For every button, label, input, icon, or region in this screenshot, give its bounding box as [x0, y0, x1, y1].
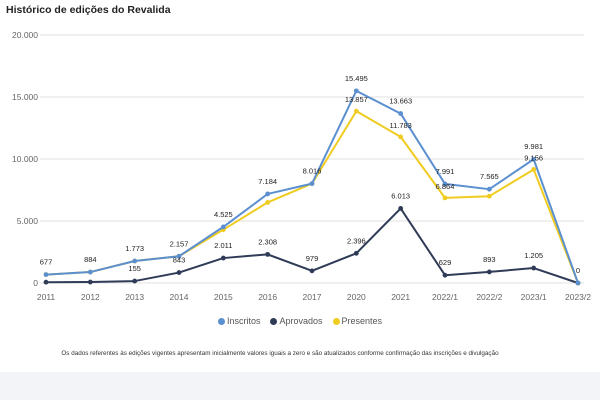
- x-tick-label: 2011: [37, 292, 56, 302]
- data-point-presentes: [531, 167, 537, 172]
- x-tick-label: 2013: [125, 292, 144, 302]
- y-tick-label: 0: [33, 278, 38, 288]
- data-point-presentes: [265, 200, 271, 205]
- data-label-inscritos: 0: [576, 266, 580, 275]
- data-point-aprovados: [398, 206, 404, 211]
- y-tick-label: 5.000: [17, 216, 39, 226]
- data-label-aprovados: 629: [439, 258, 452, 267]
- data-label-inscritos: 4.525: [214, 210, 233, 219]
- x-tick-label: 2015: [214, 292, 233, 302]
- legend-label: Inscritos: [226, 316, 261, 326]
- data-point-inscritos: [87, 269, 93, 275]
- y-tick-label: 20.000: [12, 30, 38, 40]
- data-point-aprovados: [176, 270, 182, 275]
- data-label-inscritos: 2.157: [170, 239, 189, 248]
- data-point-inscritos: [353, 88, 359, 94]
- data-point-aprovados: [309, 268, 315, 274]
- legend-item-presentes: Presentes: [332, 316, 383, 326]
- x-tick-label: 2017: [303, 292, 322, 302]
- data-point-inscritos: [531, 156, 537, 162]
- chart-legend: Inscritos Aprovados Presentes: [0, 316, 600, 326]
- grid-lines: [40, 34, 584, 284]
- data-point-aprovados: [220, 255, 226, 261]
- data-label-inscritos: 7.991: [436, 167, 455, 176]
- data-labels: 155 843 2.011 2.308 979 2.396 6.013 629 893 1.205…: [40, 74, 580, 275]
- x-tick-label: 2023/1: [521, 292, 547, 302]
- data-point-presentes: [442, 195, 448, 201]
- chart-title: Histórico de edições do Revalida: [6, 4, 171, 16]
- data-label-aprovados: 155: [128, 264, 141, 273]
- x-tick-label: 2014: [170, 292, 189, 302]
- data-point-presentes: [398, 134, 404, 140]
- data-point-inscritos: [442, 181, 448, 187]
- x-axis-ticks: 2011 2012 2013 2014 2015 2016 2017 2020 2021 2022…: [37, 292, 591, 302]
- data-point-inscritos: [43, 272, 49, 278]
- data-point-inscritos: [575, 280, 581, 286]
- data-point-aprovados: [132, 278, 138, 284]
- data-label-inscritos: 9.981: [524, 142, 543, 151]
- data-point-presentes: [486, 193, 492, 199]
- data-label-aprovados: 2.396: [347, 236, 366, 245]
- data-label-inscritos: 15.495: [345, 74, 368, 83]
- data-label-presentes: 11.783: [389, 121, 411, 130]
- data-point-aprovados: [43, 279, 49, 285]
- data-label-inscritos: 13.663: [389, 97, 412, 106]
- data-point-inscritos: [265, 191, 271, 197]
- legend-marker: [270, 317, 278, 325]
- x-tick-label: 2021: [391, 292, 410, 302]
- legend-marker: [332, 317, 340, 325]
- data-label-presentes: 9.156: [524, 153, 543, 162]
- data-label-aprovados: 893: [483, 255, 496, 264]
- data-label-aprovados: 6.013: [391, 191, 410, 200]
- data-label-inscritos: 884: [84, 255, 97, 264]
- y-tick-label: 10.000: [12, 154, 38, 164]
- x-tick-label: 2022/2: [476, 292, 502, 302]
- y-axis-ticks: 0 5.000 10.000 15.000 20.000: [12, 30, 38, 288]
- data-label-inscritos: 8.016: [303, 167, 322, 176]
- data-label-inscritos: 7.184: [258, 177, 277, 186]
- data-point-inscritos: [398, 111, 404, 116]
- data-point-aprovados: [531, 265, 537, 271]
- series-lines: [43, 88, 581, 286]
- data-label-inscritos: 677: [40, 258, 53, 267]
- data-point-presentes: [353, 108, 359, 114]
- data-label-aprovados: 1.205: [524, 251, 543, 260]
- x-tick-label: 2023/2: [565, 292, 591, 302]
- data-point-aprovados: [353, 250, 359, 256]
- legend-marker: [217, 317, 225, 325]
- legend-label: Presentes: [341, 316, 383, 326]
- y-tick-label: 15.000: [12, 92, 38, 102]
- legend-item-inscritos: Inscritos: [217, 316, 261, 326]
- data-label-aprovados: 2.308: [258, 237, 277, 246]
- data-label-presentes: 13.857: [345, 95, 368, 104]
- x-tick-label: 2016: [258, 292, 277, 302]
- x-tick-label: 2022/1: [432, 292, 458, 302]
- legend-label: Aprovados: [279, 316, 323, 326]
- data-label-inscritos: 7.565: [480, 172, 499, 181]
- x-tick-label: 2020: [347, 292, 366, 302]
- data-point-aprovados: [486, 269, 492, 275]
- data-point-inscritos: [132, 258, 138, 264]
- data-label-aprovados: 2.011: [214, 241, 232, 250]
- data-label-aprovados: 843: [173, 256, 186, 265]
- data-point-inscritos: [176, 253, 182, 259]
- legend-item-aprovados: Aprovados: [270, 316, 323, 326]
- footnote: Os dados referentes às edições vigentes …: [61, 350, 499, 357]
- data-point-inscritos: [220, 224, 226, 230]
- data-point-aprovados: [442, 272, 448, 278]
- data-point-inscritos: [486, 186, 492, 192]
- data-point-aprovados: [87, 279, 93, 285]
- data-label-aprovados: 979: [306, 254, 319, 263]
- bottom-strip: [0, 372, 600, 400]
- x-tick-label: 2012: [81, 292, 100, 302]
- data-point-inscritos: [309, 181, 315, 187]
- data-point-aprovados: [265, 251, 271, 257]
- data-label-inscritos: 1.773: [125, 244, 144, 253]
- data-label-presentes: 6.864: [436, 182, 455, 191]
